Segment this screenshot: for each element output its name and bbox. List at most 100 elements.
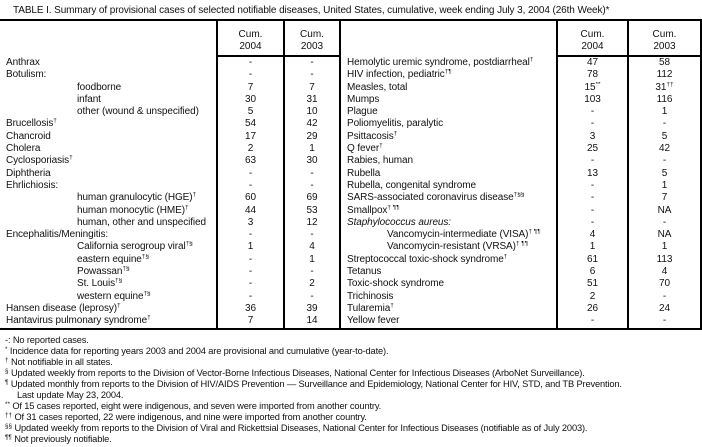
footnote: § Updated weekly from reports to the Div… (5, 367, 585, 378)
value-cum-2004: - (216, 253, 283, 267)
value-cum-2003: 2 (283, 278, 341, 291)
value-cum-2003: 69 (283, 192, 341, 205)
value-cum-2004: - (556, 216, 627, 230)
disease-label: Tetanus (347, 266, 382, 278)
value-cum-2003: - (283, 266, 341, 279)
disease-label: Ehrlichiosis: (6, 179, 59, 191)
disease-label: human, other and unspecified (77, 216, 206, 228)
disease-label: Streptococcal toxic-shock syndrome† (347, 253, 508, 265)
value-cum-2003: 1 (627, 179, 702, 193)
footnote-marker: ¶ (5, 378, 9, 386)
left-header-spacer (0, 21, 216, 57)
disease-label: Cyclosporiasis† (6, 155, 73, 167)
footnote: †† Of 31 cases reported, 22 were indigen… (5, 411, 367, 422)
value-cum-2004: 60 (216, 192, 283, 205)
value-cum-2004: 1 (216, 241, 283, 254)
left-header-cum-2004: Cum. 2004 (216, 21, 283, 57)
value-cum-2003: 1 (627, 106, 702, 119)
disease-label: Mumps (347, 93, 380, 105)
footnote-marker: ¶¶ (5, 433, 12, 441)
disease-label: Botulism: (6, 69, 47, 81)
value-cum-2004: 103 (556, 93, 627, 107)
value-cum-2004: - (216, 57, 283, 70)
footnote-marker: -: (5, 334, 11, 345)
disease-label: Anthrax (6, 57, 40, 68)
footnote: -: No reported cases. (5, 334, 89, 345)
value-cum-2003: - (627, 290, 702, 303)
disease-label: Chancroid (6, 130, 51, 142)
footnote-marker: §§ (5, 422, 13, 430)
value-cum-2003: - (283, 290, 341, 303)
disease-label: Rabies, human (347, 155, 413, 167)
disease-label: HIV infection, pediatric†¶ (347, 69, 452, 81)
value-cum-2003: 116 (627, 93, 702, 107)
footnote: ** Of 15 cases reported, eight were indi… (5, 400, 382, 411)
right-header-spacer (341, 21, 556, 57)
value-cum-2004: 17 (216, 130, 283, 144)
value-cum-2004: - (556, 192, 627, 205)
disease-label: human granulocytic (HGE)† (77, 192, 197, 204)
value-cum-2003: - (627, 315, 702, 328)
value-cum-2003: 42 (283, 118, 341, 131)
value-cum-2003: - (627, 216, 702, 230)
value-cum-2003: 5 (627, 130, 702, 144)
year-2004-label: 2004 (239, 40, 262, 52)
footnote: ¶ Updated monthly from reports to the Di… (5, 378, 622, 400)
value-cum-2003: 113 (627, 253, 702, 267)
disease-label: Hantavirus pulmonary syndrome† (6, 315, 151, 327)
value-cum-2004: 7 (216, 81, 283, 94)
footnote-marker: * (5, 345, 8, 353)
value-cum-2004: 54 (216, 118, 283, 131)
value-cum-2004: 44 (216, 204, 283, 217)
value-cum-2004: - (556, 204, 627, 217)
value-cum-2004: 6 (556, 266, 627, 279)
footnote-marker: ** (5, 400, 10, 408)
footnote-marker: § (5, 367, 9, 375)
value-cum-2004: - (216, 266, 283, 279)
table-left-half: Cum. 2004 Cum. 2003 Anthrax - - Botulism: - -… (0, 21, 341, 328)
value-cum-2003: - (283, 57, 341, 70)
value-cum-2003: 53 (283, 204, 341, 217)
disease-label: Tularemia† (347, 302, 394, 314)
left-header-row: Cum. 2004 Cum. 2003 (0, 21, 341, 57)
value-cum-2003: 70 (627, 278, 702, 291)
disease-label: Hemolytic uremic syndrome, postdiarrheal… (347, 57, 534, 68)
disease-label: Brucellosis† (6, 118, 57, 130)
value-cum-2004: - (556, 118, 627, 131)
value-cum-2004: - (216, 290, 283, 303)
value-cum-2003: 112 (627, 69, 702, 82)
value-cum-2003: - (283, 69, 341, 82)
right-header-row: Cum. 2004 Cum. 2003 (341, 21, 702, 57)
value-cum-2004: - (556, 155, 627, 168)
value-cum-2003: - (283, 229, 341, 242)
value-cum-2003: 1 (283, 253, 341, 267)
table-right-half: Cum. 2004 Cum. 2003 Hemolytic uremic syn… (341, 21, 702, 328)
disease-label: Toxic-shock syndrome (347, 278, 444, 290)
disease-label: eastern equine†§ (77, 253, 149, 265)
disease-label: Trichinosis (347, 290, 394, 302)
disease-label: Rubella, congenital syndrome (347, 179, 476, 191)
value-cum-2004: 4 (556, 229, 627, 242)
value-cum-2004: 1 (556, 241, 627, 254)
disease-label: foodborne (77, 81, 122, 93)
disease-label: California serogroup viral†§ (77, 241, 193, 253)
disease-label: Vancomycin-resistant (VRSA)† ¶¶ (387, 241, 529, 253)
value-cum-2003: 29 (283, 130, 341, 144)
value-cum-2003: - (283, 167, 341, 180)
value-cum-2004: 63 (216, 155, 283, 168)
value-cum-2003: 58 (627, 57, 702, 70)
left-table-body: Anthrax - - Botulism: - - foodborne 7 7 infant 30 3… (0, 57, 341, 328)
value-cum-2003: 7 (283, 81, 341, 94)
value-cum-2003: - (627, 118, 702, 131)
disease-label: Hansen disease (leprosy)† (6, 302, 121, 314)
footnote-marker: †† (5, 411, 13, 419)
value-cum-2003: - (627, 155, 702, 168)
value-cum-2003: 7 (627, 192, 702, 205)
disease-label: Encephalitis/Meningitis: (6, 229, 109, 241)
footnote: ¶¶ Not previously notifiable. (5, 433, 112, 444)
value-cum-2003: 39 (283, 302, 341, 316)
disease-label: Staphylococcus aureus: (347, 216, 451, 228)
value-cum-2003: 10 (283, 106, 341, 119)
footnote: † Not notifiable in all states. (5, 356, 113, 367)
